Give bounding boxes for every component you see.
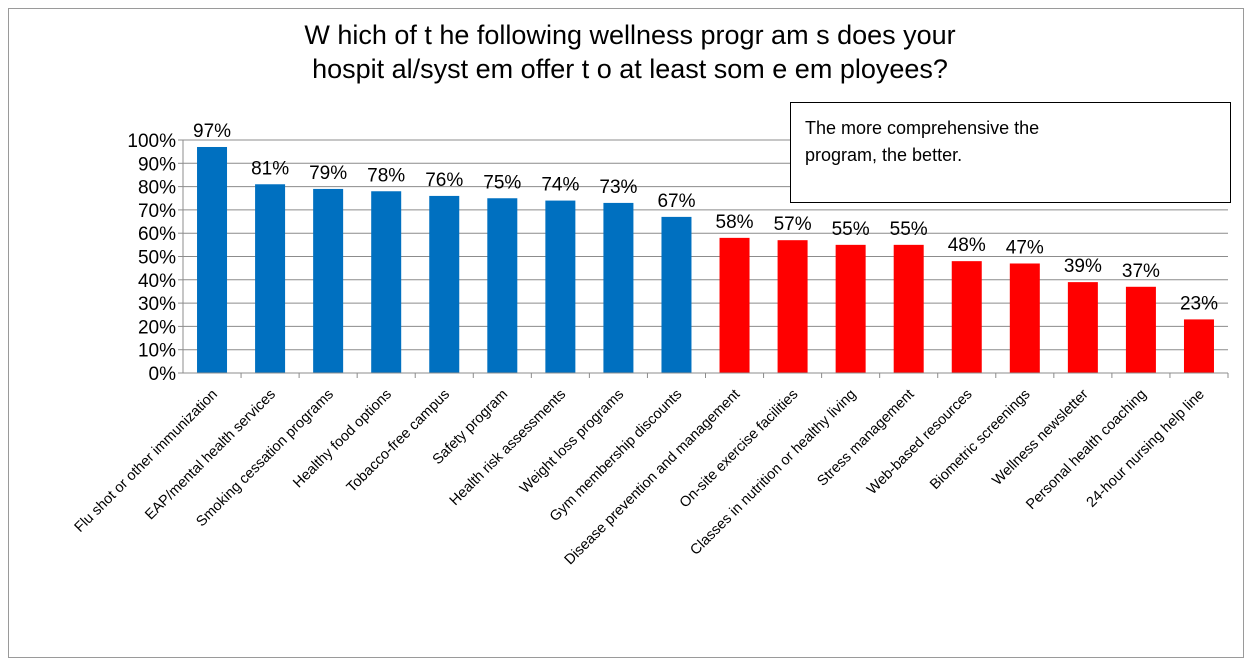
data-label: 47% bbox=[1006, 237, 1044, 258]
data-label: 81% bbox=[251, 158, 289, 179]
data-label: 57% bbox=[774, 214, 812, 235]
y-tick-label: 50% bbox=[138, 248, 176, 269]
x-category-label: Healthy food options bbox=[290, 387, 395, 492]
data-label: 48% bbox=[948, 235, 986, 256]
x-category-label: Weight loss programs bbox=[517, 387, 627, 497]
data-label: 75% bbox=[483, 172, 521, 193]
bar bbox=[603, 202, 634, 373]
bar bbox=[1067, 282, 1098, 373]
data-label: 37% bbox=[1122, 261, 1160, 282]
data-label: 79% bbox=[309, 163, 347, 184]
data-label: 76% bbox=[425, 170, 463, 191]
bars bbox=[197, 146, 1214, 373]
data-label: 55% bbox=[890, 219, 928, 240]
y-tick-label: 20% bbox=[138, 317, 176, 338]
bar bbox=[429, 195, 460, 373]
x-category-label: On-site exercise facilities bbox=[677, 387, 802, 512]
x-category-label: Biometric screenings bbox=[927, 387, 1033, 493]
y-tick-label: 90% bbox=[138, 154, 176, 175]
callout-line-1: The more comprehensive the bbox=[805, 118, 1040, 138]
bar bbox=[835, 244, 866, 373]
axes bbox=[178, 139, 1229, 378]
bar bbox=[1125, 286, 1156, 373]
y-tick-label: 70% bbox=[138, 201, 176, 222]
x-category-label: Stress management bbox=[814, 387, 917, 490]
data-label: 39% bbox=[1064, 256, 1102, 277]
bar bbox=[255, 184, 286, 373]
bar bbox=[777, 240, 808, 373]
bar bbox=[313, 188, 344, 373]
chart-title-line-1: W hich of t he following wellness progr … bbox=[304, 20, 955, 50]
data-label: 78% bbox=[367, 165, 405, 186]
x-category-label: Personal health coaching bbox=[1023, 387, 1149, 513]
bar bbox=[545, 200, 576, 373]
y-tick-label: 40% bbox=[138, 271, 176, 292]
x-category-label: Web-based resources bbox=[864, 387, 975, 498]
callout-line-2: program, the better. bbox=[805, 145, 963, 165]
y-tick-label: 10% bbox=[138, 341, 176, 362]
bar bbox=[661, 216, 692, 373]
bar bbox=[1183, 319, 1214, 373]
data-label: 73% bbox=[599, 177, 637, 198]
y-tick-label: 100% bbox=[127, 131, 176, 152]
data-label: 74% bbox=[541, 175, 579, 196]
x-category-label: Wellness newsletter bbox=[989, 386, 1091, 488]
y-tick-label: 80% bbox=[138, 178, 176, 199]
x-category-label: Health risk assessments bbox=[447, 387, 569, 509]
bar bbox=[719, 237, 750, 373]
data-label: 58% bbox=[716, 212, 754, 233]
data-label: 97% bbox=[193, 121, 231, 142]
gridlines bbox=[183, 139, 1228, 351]
bar bbox=[371, 191, 402, 373]
y-tick-label: 30% bbox=[138, 294, 176, 315]
chart-title-line-2: hospit al/syst em offer t o at least som… bbox=[312, 54, 948, 84]
bar bbox=[893, 244, 924, 373]
y-tick-label: 0% bbox=[149, 364, 177, 385]
bar bbox=[487, 198, 518, 373]
data-label: 67% bbox=[657, 191, 695, 212]
bar bbox=[951, 261, 982, 373]
x-category-label: Tobacco-free campus bbox=[344, 387, 453, 496]
bar bbox=[197, 146, 228, 373]
x-category-label: 24-hour nursing help line bbox=[1084, 387, 1208, 511]
data-label: 23% bbox=[1180, 293, 1218, 314]
y-tick-label: 60% bbox=[138, 224, 176, 245]
data-label: 55% bbox=[832, 219, 870, 240]
callout-box: The more comprehensive the program, the … bbox=[790, 102, 1231, 203]
bar bbox=[1009, 263, 1040, 373]
